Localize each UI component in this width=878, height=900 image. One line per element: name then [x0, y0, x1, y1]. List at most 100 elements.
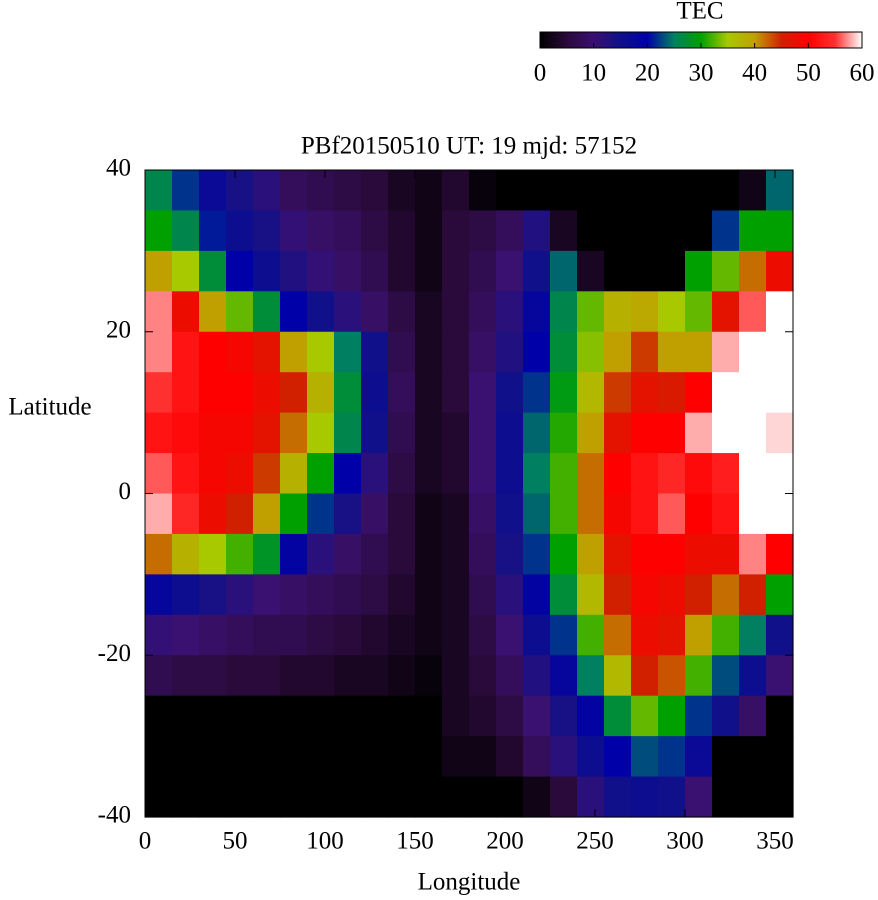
- heat-cell: [199, 210, 227, 252]
- heat-cell: [172, 331, 200, 373]
- heat-cell: [577, 331, 605, 373]
- heat-cell: [172, 574, 200, 616]
- heat-cell: [739, 493, 767, 535]
- heat-cell: [199, 614, 227, 656]
- heat-cell: [172, 250, 200, 292]
- heat-cell: [145, 533, 173, 575]
- heat-cell: [496, 453, 524, 495]
- heat-cell: [388, 372, 416, 414]
- heat-cell: [496, 291, 524, 333]
- heat-cell: [388, 210, 416, 252]
- heat-cell: [226, 453, 254, 495]
- heat-cell: [469, 210, 497, 252]
- heat-cell: [550, 614, 578, 656]
- heat-cell: [523, 291, 551, 333]
- heat-cell: [361, 372, 389, 414]
- heat-cell: [577, 736, 605, 778]
- x-tick-label: 300: [666, 828, 704, 855]
- heat-cell: [280, 331, 308, 373]
- heat-cell: [415, 695, 443, 737]
- heat-cell: [604, 574, 632, 616]
- heat-cell: [577, 170, 605, 212]
- heat-cell: [172, 493, 200, 535]
- heat-cell: [199, 533, 227, 575]
- heat-cell: [307, 372, 335, 414]
- heat-cell: [145, 331, 173, 373]
- heat-cell: [253, 210, 281, 252]
- heat-cell: [685, 412, 713, 454]
- heat-cell: [469, 776, 497, 818]
- heat-cell: [631, 655, 659, 697]
- heat-cell: [253, 170, 281, 212]
- heat-cell: [415, 453, 443, 495]
- heat-cell: [685, 695, 713, 737]
- heat-cell: [523, 533, 551, 575]
- colorbar-tick-label: 10: [581, 60, 606, 87]
- heat-cell: [469, 574, 497, 616]
- heat-cell: [145, 412, 173, 454]
- heat-cell: [280, 412, 308, 454]
- chart-title: PBf20150510 UT: 19 mjd: 57152: [301, 133, 637, 160]
- heat-cell: [307, 170, 335, 212]
- heat-cell: [253, 372, 281, 414]
- heat-cell: [388, 493, 416, 535]
- heat-cell: [496, 736, 524, 778]
- heat-cell: [226, 695, 254, 737]
- heat-cell: [442, 170, 470, 212]
- heat-cell: [766, 210, 794, 252]
- heat-cell: [766, 331, 794, 373]
- heat-cell: [766, 493, 794, 535]
- heat-cell: [388, 695, 416, 737]
- heat-cell: [496, 250, 524, 292]
- heat-cell: [199, 331, 227, 373]
- heat-cell: [577, 210, 605, 252]
- y-tick-label: -40: [98, 802, 131, 829]
- heat-cell: [415, 331, 443, 373]
- heat-cell: [631, 533, 659, 575]
- colorbar-label: TEC: [676, 0, 723, 25]
- heat-cell: [307, 533, 335, 575]
- heat-cell: [226, 250, 254, 292]
- heat-cell: [307, 574, 335, 616]
- heat-cell: [172, 614, 200, 656]
- heat-cell: [145, 736, 173, 778]
- heat-cell: [550, 291, 578, 333]
- heat-cell: [469, 736, 497, 778]
- heat-cell: [604, 695, 632, 737]
- heat-cell: [361, 412, 389, 454]
- heat-cell: [199, 250, 227, 292]
- heat-cell: [658, 655, 686, 697]
- heat-cell: [658, 291, 686, 333]
- heat-cell: [226, 533, 254, 575]
- heat-cell: [739, 614, 767, 656]
- heat-cell: [334, 372, 362, 414]
- heat-cell: [226, 412, 254, 454]
- heat-cell: [550, 372, 578, 414]
- heat-cell: [658, 533, 686, 575]
- heat-cell: [577, 291, 605, 333]
- heat-cell: [361, 170, 389, 212]
- heat-cell: [442, 695, 470, 737]
- heat-cell: [415, 250, 443, 292]
- heat-cell: [361, 453, 389, 495]
- heat-cell: [631, 250, 659, 292]
- heat-cell: [280, 250, 308, 292]
- heat-cell: [280, 210, 308, 252]
- heat-cell: [280, 736, 308, 778]
- heat-cell: [604, 776, 632, 818]
- heat-cell: [685, 372, 713, 414]
- heat-cell: [604, 250, 632, 292]
- heat-cell: [523, 695, 551, 737]
- heat-cell: [739, 574, 767, 616]
- heat-cell: [253, 695, 281, 737]
- heat-cell: [226, 210, 254, 252]
- heat-cell: [550, 331, 578, 373]
- heat-cell: [307, 655, 335, 697]
- heat-cell: [496, 533, 524, 575]
- colorbar-tick-label: 20: [635, 60, 660, 87]
- heat-cell: [172, 453, 200, 495]
- heat-cell: [280, 291, 308, 333]
- heat-cell: [712, 291, 740, 333]
- heat-cell: [199, 291, 227, 333]
- heat-cell: [388, 170, 416, 212]
